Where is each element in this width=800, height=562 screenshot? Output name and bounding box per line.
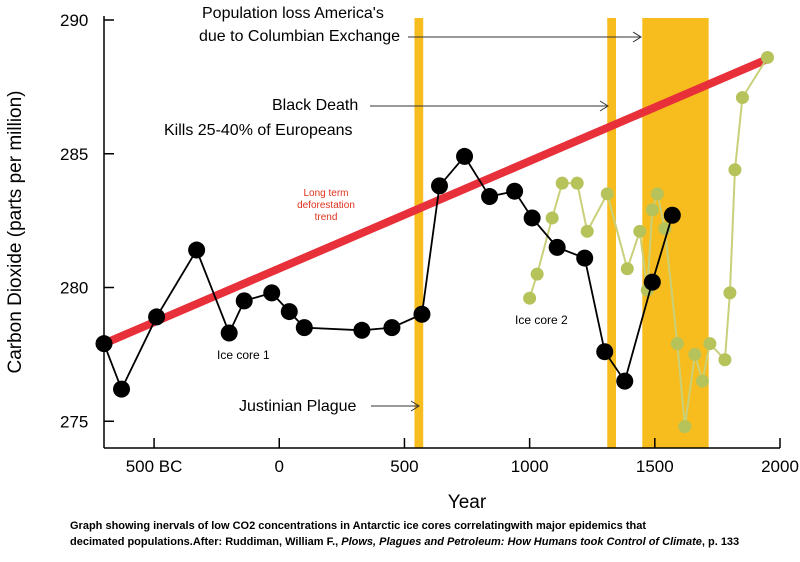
ice-core-2-point-8: [621, 262, 634, 275]
ice-core-1-point-15: [481, 188, 498, 205]
ice-core-2-point-14: [671, 337, 684, 350]
trend-label: Long term deforestation trend: [297, 188, 355, 223]
x-tick-label--500: 500 BC: [126, 457, 183, 476]
ice-core-1-point-16: [506, 183, 523, 200]
y-tick-label-280: 280: [60, 279, 88, 298]
ice-core-2-point-15: [678, 420, 691, 433]
ice-core-1-point-1: [96, 335, 113, 352]
ice-core-2-point-18: [703, 337, 716, 350]
y-axis-title: Carbon Dioxide (parts per million): [5, 91, 26, 374]
annotation-ice-core-1: Ice core 1: [217, 348, 270, 362]
x-tick-label-1500: 1500: [636, 457, 674, 476]
ice-core-2-point-9: [633, 225, 646, 238]
annotation-justinian: Justinian Plague: [239, 398, 357, 415]
ice-core-2-point-3: [546, 211, 559, 224]
ice-core-1-point-8: [281, 303, 298, 320]
annotation-black-death-line1: Black Death: [272, 97, 358, 114]
ice-core-1-point-14: [456, 148, 473, 165]
ice-core-1-point-18: [549, 239, 566, 256]
ice-core-2-point-20: [723, 286, 736, 299]
series-ice-core-1: [96, 148, 681, 398]
y-tick-label-290: 290: [60, 11, 88, 30]
ice-core-2-point-12: [651, 187, 664, 200]
ice-core-1-point-12: [413, 306, 430, 323]
x-tick-label-1000: 1000: [511, 457, 549, 476]
annotation-black-death-line2: Kills 25-40% of Europeans: [164, 122, 353, 139]
caption-line1: Graph showing inervals of low CO2 concen…: [70, 518, 790, 534]
ice-core-1-point-20: [596, 343, 613, 360]
ice-core-2-point-4: [556, 177, 569, 190]
caption-line2-prefix: decimated populations.After: Ruddiman, …: [70, 536, 341, 548]
y-tick-label-285: 285: [60, 145, 88, 164]
caption-book-title: Plows, Plagues and Petroleum: How Humans…: [341, 536, 702, 548]
ice-core-1-point-5: [221, 324, 238, 341]
epidemic-band-2: [607, 18, 616, 448]
ice-core-2-point-6: [581, 225, 594, 238]
ice-core-2-point-16: [688, 348, 701, 361]
ice-core-1-point-22: [644, 274, 661, 291]
ice-core-1-point-2: [113, 381, 130, 398]
ice-core-1-point-3: [148, 308, 165, 325]
ice-core-1-point-10: [353, 322, 370, 339]
co2-chart: 275 280 285 290 500 BC 0 500 1000 1500 2000 Year Ca…: [0, 0, 800, 520]
annotation-columbian-line2: due to Columbian Exchange: [199, 28, 400, 45]
ice-core-1-point-7: [263, 284, 280, 301]
ice-core-1-point-11: [383, 319, 400, 336]
ice-core-1-point-9: [296, 319, 313, 336]
annotation-columbian-line1: Population loss America's: [202, 5, 384, 22]
caption-line2: decimated populations.After: Ruddiman, …: [70, 534, 790, 550]
y-tick-label-275: 275: [60, 412, 88, 431]
ice-core-2-point-23: [761, 51, 774, 64]
ice-core-2-point-2: [531, 268, 544, 281]
ice-core-1-point-19: [576, 250, 593, 267]
x-tick-label-500: 500: [390, 457, 418, 476]
ice-core-2-point-7: [601, 187, 614, 200]
ice-core-2-point-21: [728, 163, 741, 176]
ice-core-2-point-11: [646, 203, 659, 216]
trend-label-line-1: Long term: [303, 188, 348, 199]
ice-core-2-point-22: [736, 91, 749, 104]
annotation-ice-core-2: Ice core 2: [515, 313, 568, 327]
ice-core-1-point-21: [616, 373, 633, 390]
ice-core-2-point-17: [696, 375, 709, 388]
trend-label-line-2: deforestation: [297, 200, 355, 211]
ice-core-1-point-6: [236, 292, 253, 309]
ice-core-1-line: [104, 156, 672, 389]
ice-core-1-point-17: [524, 209, 541, 226]
ice-core-2-point-19: [718, 353, 731, 366]
caption-line2-suffix: , p. 133: [702, 536, 739, 548]
ice-core-1-point-13: [431, 177, 448, 194]
figure-caption: Graph showing inervals of low CO2 concen…: [70, 518, 790, 550]
x-tick-label-2000: 2000: [761, 457, 799, 476]
epidemic-band-1: [414, 18, 423, 448]
x-axis-title: Year: [448, 492, 487, 513]
ice-core-2-point-1: [523, 292, 536, 305]
trend-label-line-3: trend: [315, 212, 338, 223]
ice-core-2-point-5: [571, 177, 584, 190]
ice-core-1-point-23: [664, 207, 681, 224]
ice-core-1-point-4: [188, 242, 205, 259]
x-tick-label-0: 0: [275, 457, 284, 476]
